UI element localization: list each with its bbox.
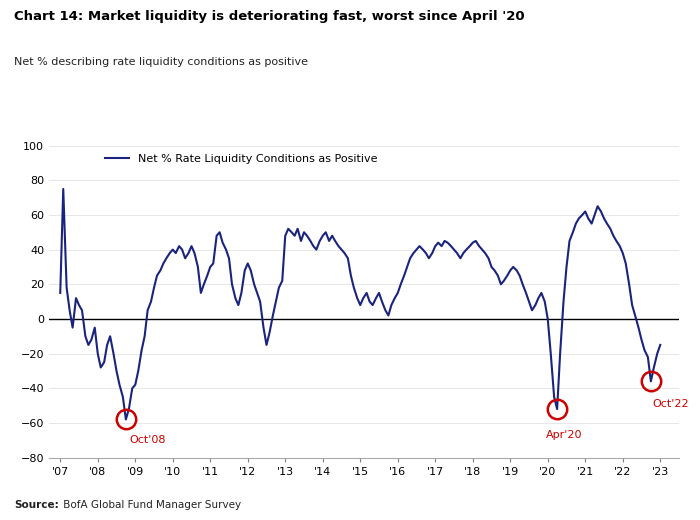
Text: Oct'22: Oct'22	[652, 399, 690, 409]
Legend: Net % Rate Liquidity Conditions as Positive: Net % Rate Liquidity Conditions as Posit…	[105, 154, 378, 164]
Text: Source:: Source:	[14, 500, 59, 510]
Text: Apr'20: Apr'20	[546, 430, 582, 440]
Text: Oct'08: Oct'08	[130, 435, 166, 445]
Text: BofA Global Fund Manager Survey: BofA Global Fund Manager Survey	[60, 500, 241, 510]
Text: Chart 14: Market liquidity is deteriorating fast, worst since April '20: Chart 14: Market liquidity is deteriorat…	[14, 10, 524, 23]
Text: Net % describing rate liquidity conditions as positive: Net % describing rate liquidity conditio…	[14, 57, 308, 67]
